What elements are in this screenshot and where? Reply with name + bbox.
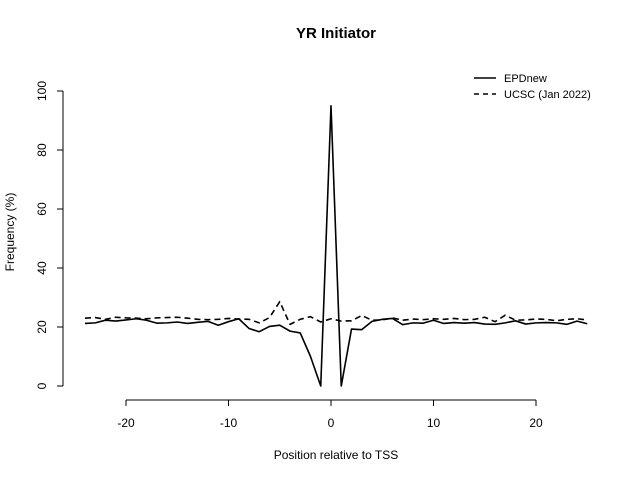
x-tick-label: 0 <box>328 416 335 430</box>
legend-label-ucsc: UCSC (Jan 2022) <box>504 89 591 101</box>
y-tick-label: 60 <box>35 202 49 216</box>
x-tick-label: -20 <box>117 416 135 430</box>
x-tick-label: 10 <box>427 416 441 430</box>
legend: EPDnew UCSC (Jan 2022) <box>474 73 591 101</box>
x-axis-label: Position relative to TSS <box>274 448 399 462</box>
y-axis-label: Frequency (%) <box>3 193 17 272</box>
y-tick-label: 100 <box>35 81 49 101</box>
y-axis: 0 20 40 60 80 100 <box>35 81 64 389</box>
x-tick-label: -10 <box>220 416 238 430</box>
y-tick-label: 0 <box>35 382 49 389</box>
series-line-ucsc <box>84 300 588 326</box>
series-group <box>84 104 588 387</box>
x-axis: -20 -10 0 10 20 <box>117 399 543 430</box>
x-tick-label: 20 <box>529 416 543 430</box>
y-tick-label: 40 <box>35 261 49 275</box>
y-tick-label: 80 <box>35 143 49 157</box>
legend-label-epdnew: EPDnew <box>504 73 547 85</box>
chart-title: YR Initiator <box>296 25 376 42</box>
series-line-epdnew <box>84 104 588 387</box>
y-tick-label: 20 <box>35 320 49 334</box>
